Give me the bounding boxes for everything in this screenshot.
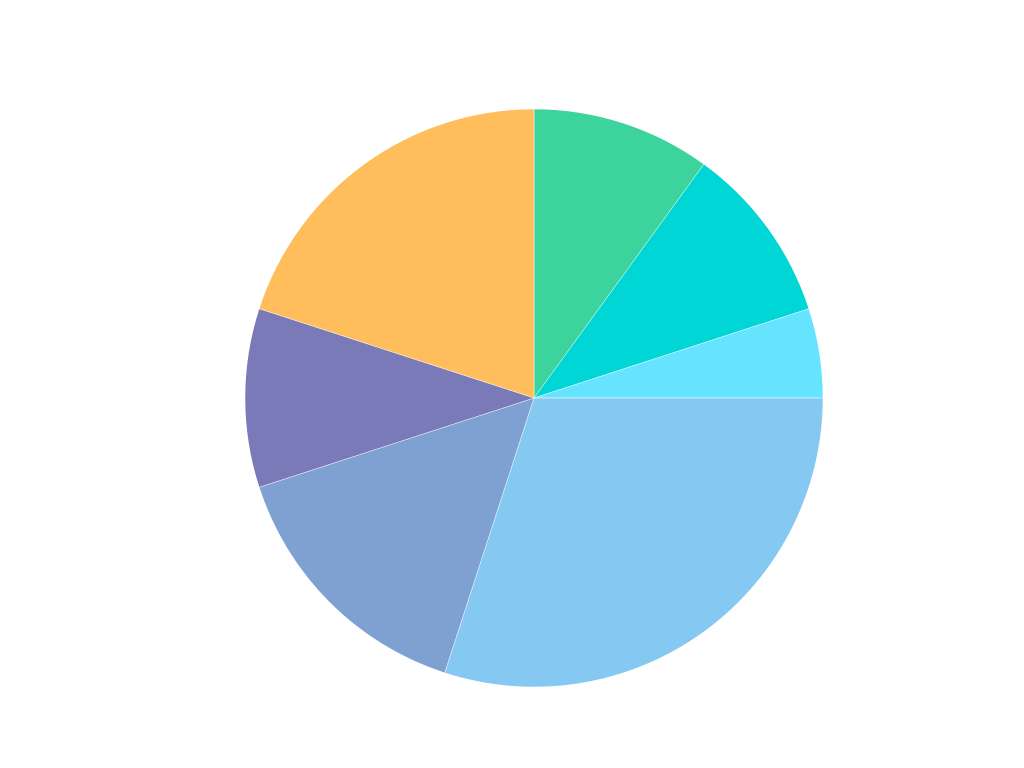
- pie-slice-5: [258, 397, 535, 674]
- pie-slice-4: [444, 397, 824, 688]
- pie-slice-1: [533, 108, 705, 399]
- pie-slice-7: [258, 108, 535, 399]
- pie-slices: [244, 108, 824, 688]
- pie-slice-6: [244, 308, 535, 488]
- pie-slice-2: [533, 163, 810, 399]
